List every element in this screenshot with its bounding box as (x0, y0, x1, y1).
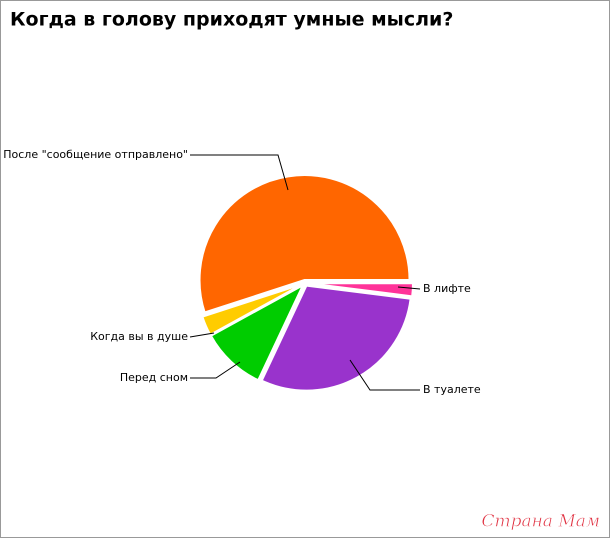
leader-line (349, 359, 420, 391)
watermark: Страна Мам (481, 512, 600, 532)
pie-slice (201, 283, 303, 337)
slice-label: В туалете (423, 383, 481, 396)
leader-line (397, 286, 421, 290)
slice-label: Перед сном (120, 371, 188, 384)
leader-line (190, 154, 289, 191)
pie-slice (209, 282, 306, 382)
pie-slice (260, 284, 412, 392)
slice-label: В лифте (423, 282, 471, 295)
pie-slice (198, 174, 411, 314)
leader-line (190, 361, 241, 379)
slice-label: После "сообщение отправлено" (3, 148, 188, 161)
pie-slice (307, 282, 414, 298)
leader-line (189, 332, 215, 338)
chart-title: Когда в голову приходят умные мысли? (10, 9, 453, 31)
slice-label: Когда вы в душе (90, 330, 188, 343)
